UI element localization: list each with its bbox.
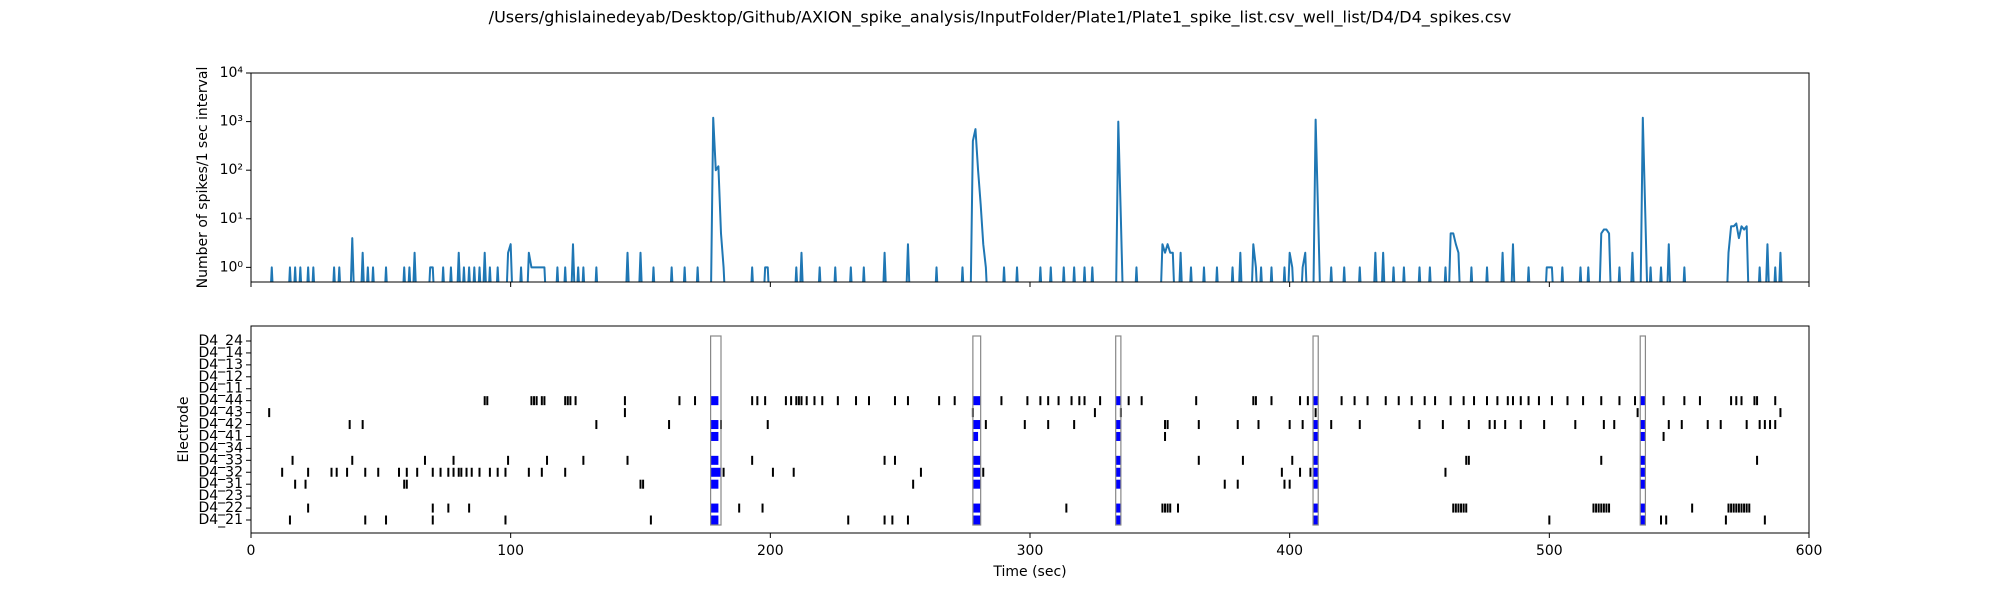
burst <box>972 420 981 430</box>
network-burst <box>1639 335 1647 526</box>
x-axis-label: Time (sec) <box>992 564 1066 580</box>
burst <box>1115 455 1121 465</box>
x-tick-label: 600 <box>1796 543 1823 559</box>
burst <box>710 431 719 441</box>
burst <box>1313 455 1319 465</box>
electrode-label: D4_13 <box>198 357 243 373</box>
burst <box>972 431 979 441</box>
burst <box>1640 503 1646 513</box>
burst <box>710 420 719 430</box>
burst <box>710 503 719 513</box>
burst <box>1640 515 1646 525</box>
burst <box>1313 467 1319 477</box>
burst <box>710 515 719 525</box>
burst <box>1115 515 1121 525</box>
electrode-label: D4_32 <box>198 464 243 480</box>
electrode-label: D4_24 <box>198 333 243 349</box>
y-tick-label: 10³ <box>220 114 243 130</box>
burst <box>1313 503 1319 513</box>
burst <box>1640 431 1646 441</box>
electrode-label: D4_42 <box>198 417 243 433</box>
burst <box>710 455 719 465</box>
electrode-label: D4_34 <box>198 440 243 456</box>
y-tick-label: 10⁰ <box>220 259 244 275</box>
plot-area <box>270 116 1783 282</box>
network-burst <box>1312 335 1319 526</box>
burst <box>972 455 981 465</box>
burst <box>1115 467 1121 477</box>
burst <box>1640 467 1646 477</box>
burst <box>1115 503 1121 513</box>
burst <box>1115 479 1121 489</box>
burst <box>1115 420 1121 430</box>
x-tick-label: 200 <box>757 543 784 559</box>
electrode-label: D4_41 <box>198 428 243 444</box>
burst <box>710 467 721 477</box>
burst <box>1115 431 1121 441</box>
electrode-label: D4_12 <box>198 369 243 385</box>
burst <box>710 479 719 489</box>
spike-count-line <box>270 116 1783 282</box>
burst <box>1640 420 1646 430</box>
y-tick-label: 10¹ <box>220 211 243 227</box>
electrode-label: D4_31 <box>198 476 243 492</box>
figure-title: /Users/ghislainedeyab/Desktop/Github/AXI… <box>489 8 1512 28</box>
y-tick-label: 10² <box>220 162 243 178</box>
burst <box>972 467 981 477</box>
burst <box>1313 431 1319 441</box>
x-tick-label: 400 <box>1276 543 1303 559</box>
electrode-label: D4_21 <box>198 512 243 528</box>
burst <box>1640 479 1646 489</box>
burst <box>1313 396 1319 406</box>
x-tick-label: 500 <box>1536 543 1563 559</box>
burst <box>1640 396 1646 406</box>
burst <box>972 515 981 525</box>
y-tick-label: 10⁴ <box>220 65 244 81</box>
burst <box>1313 515 1319 525</box>
electrode-label: D4_43 <box>198 405 243 421</box>
electrode-label: D4_22 <box>198 500 243 516</box>
burst <box>972 479 981 489</box>
x-tick-label: 0 <box>247 543 256 559</box>
burst <box>1313 420 1319 430</box>
electrode-label: D4_11 <box>198 381 243 397</box>
x-tick-label: 300 <box>1017 543 1044 559</box>
axes-frame <box>250 325 1810 534</box>
y-axis-label: Number of spikes/1 sec interval <box>195 67 211 289</box>
axes-frame <box>250 72 1810 283</box>
burst <box>972 396 981 406</box>
burst <box>1640 455 1646 465</box>
electrode-label: D4_33 <box>198 452 243 468</box>
electrode-label: D4_23 <box>198 488 243 504</box>
network-burst <box>710 335 722 526</box>
electrode-label: D4_14 <box>198 345 243 361</box>
network-burst <box>972 335 982 526</box>
x-tick-label: 100 <box>497 543 524 559</box>
burst <box>1115 396 1121 406</box>
burst <box>710 396 719 406</box>
burst <box>1313 479 1319 489</box>
electrode-label: D4_44 <box>198 393 243 409</box>
burst <box>972 503 981 513</box>
y-axis-label: Electrode <box>176 396 192 462</box>
network-burst <box>1115 335 1122 526</box>
